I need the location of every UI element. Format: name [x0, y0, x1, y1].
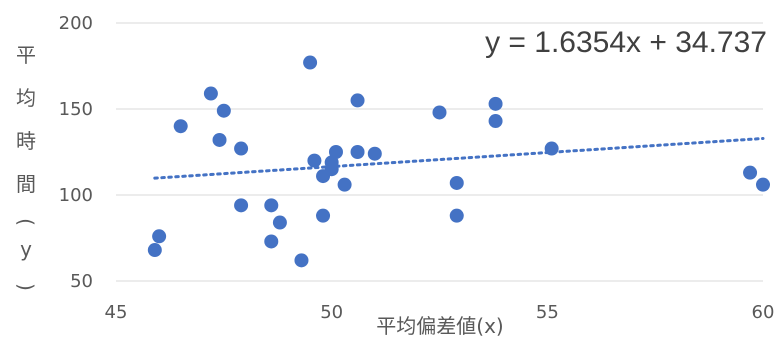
data-point-30 — [756, 177, 770, 192]
y-tick-label: 100 — [59, 185, 93, 206]
data-point-0 — [147, 243, 162, 258]
trendline-equation: y = 1.6354x + 34.737 — [485, 26, 767, 59]
x-tick-label: 45 — [105, 302, 128, 323]
data-point-10 — [272, 215, 287, 230]
y-axis-title-char: 間 — [16, 172, 36, 196]
data-point-25 — [449, 208, 464, 223]
data-point-20 — [350, 93, 365, 108]
data-point-3 — [203, 86, 218, 101]
y-axis-title-char: 時 — [16, 129, 36, 153]
data-point-27 — [488, 114, 503, 129]
data-point-28 — [544, 141, 559, 156]
y-axis-title-char: y — [20, 237, 32, 261]
x-tick-label: 50 — [320, 302, 343, 323]
y-axis-title-char: ( — [14, 218, 38, 226]
gridlines — [116, 22, 763, 282]
data-point-15 — [316, 208, 331, 223]
data-point-22 — [367, 146, 382, 161]
y-axis-title-char: 平 — [16, 43, 36, 67]
data-point-21 — [350, 145, 365, 159]
trendline — [153, 136, 765, 180]
x-axis-ticks: 45 50 55 60 — [105, 302, 775, 323]
y-tick-label: 50 — [70, 271, 93, 292]
data-point-19 — [337, 177, 352, 192]
data-point-2 — [173, 119, 188, 134]
data-points — [147, 55, 770, 268]
data-point-9 — [264, 198, 279, 213]
data-point-13 — [307, 153, 322, 168]
data-point-12 — [303, 55, 318, 70]
y-tick-label: 200 — [59, 13, 93, 34]
data-point-1 — [152, 229, 167, 244]
y-tick-label: 150 — [59, 99, 93, 120]
data-point-26 — [488, 96, 503, 111]
y-axis-title-char: 均 — [16, 86, 36, 110]
x-tick-label: 60 — [752, 302, 775, 323]
data-point-24 — [449, 175, 464, 190]
x-axis-title: 平均偏差値(x) — [376, 314, 503, 338]
x-tick-label: 55 — [536, 302, 559, 323]
data-point-6 — [234, 141, 249, 156]
y-axis-ticks: 50 100 150 200 — [59, 13, 93, 292]
data-point-18 — [328, 145, 343, 159]
data-point-29 — [743, 165, 758, 180]
y-axis-title-char: ) — [14, 283, 38, 291]
data-point-7 — [234, 198, 249, 213]
data-point-8 — [264, 234, 279, 249]
data-point-23 — [432, 105, 447, 120]
data-point-4 — [216, 103, 231, 118]
data-point-5 — [212, 132, 227, 147]
data-point-11 — [294, 253, 309, 268]
